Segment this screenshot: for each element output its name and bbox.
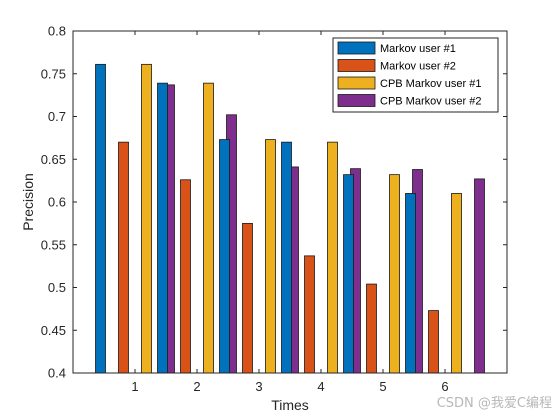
bar-2-5 [366,283,377,374]
legend-label: Markov user #1 [380,43,456,55]
bar-1-4 [281,141,292,374]
bar-2-2 [180,179,191,374]
y-axis-label: Precision [20,173,36,231]
x-tick-label: 5 [379,379,386,394]
bar-1-2 [157,82,168,374]
bar-1-6 [405,193,416,374]
bar-3-2 [203,82,214,374]
bar-3-6 [451,193,462,374]
legend-swatch [337,94,376,107]
bars-layer [95,63,485,374]
ticks-layer: 0.4 0.45 0.5 0.55 0.6 0.65 0.7 0.75 0.8 1 2 3 4 5 6 [41,24,507,394]
y-tick-label: 0.7 [48,109,66,124]
legend-swatch [337,41,376,55]
bar-2-1 [118,141,129,374]
x-tick-label: 2 [193,379,200,394]
bar-2-6 [428,310,439,374]
legend-label: Markov user #2 [380,61,456,73]
y-tick-label: 0.8 [48,24,66,39]
bar-2-4 [304,255,315,374]
y-tick-label: 0.6 [48,195,66,210]
legend-swatch [337,59,376,72]
bar-1-1 [95,63,106,374]
bar-3-5 [389,174,400,374]
legend-items: Markov user #1 Markov user #2 CPB Markov u… [337,41,481,108]
legend-swatch [337,76,376,90]
x-tick-label: 4 [317,379,324,394]
y-tick-label: 0.5 [48,280,66,295]
x-tick-label: 6 [441,379,448,394]
bar-3-3 [265,139,276,374]
bar-4-6 [474,178,485,374]
y-tick-label: 0.75 [41,66,66,81]
y-tick-label: 0.4 [48,366,66,381]
x-tick-label: 1 [131,379,138,394]
bar-2-3 [242,222,253,374]
watermark: CSDN @我爱C编程 [437,396,552,411]
legend: Markov user #1 Markov user #2 CPB Markov u… [332,37,499,113]
bar-3-4 [327,141,338,374]
y-tick-label: 0.65 [41,152,66,167]
x-tick-label: 3 [255,379,262,394]
bar-1-5 [343,174,354,374]
bar-1-3 [219,139,230,374]
y-tick-label: 0.55 [41,237,66,252]
legend-label: CPB Markov user #2 [380,96,481,108]
legend-label: CPB Markov user #1 [380,78,481,90]
bar-3-1 [141,63,152,374]
y-tick-label: 0.45 [41,323,66,338]
x-axis-label: Times [271,397,309,413]
